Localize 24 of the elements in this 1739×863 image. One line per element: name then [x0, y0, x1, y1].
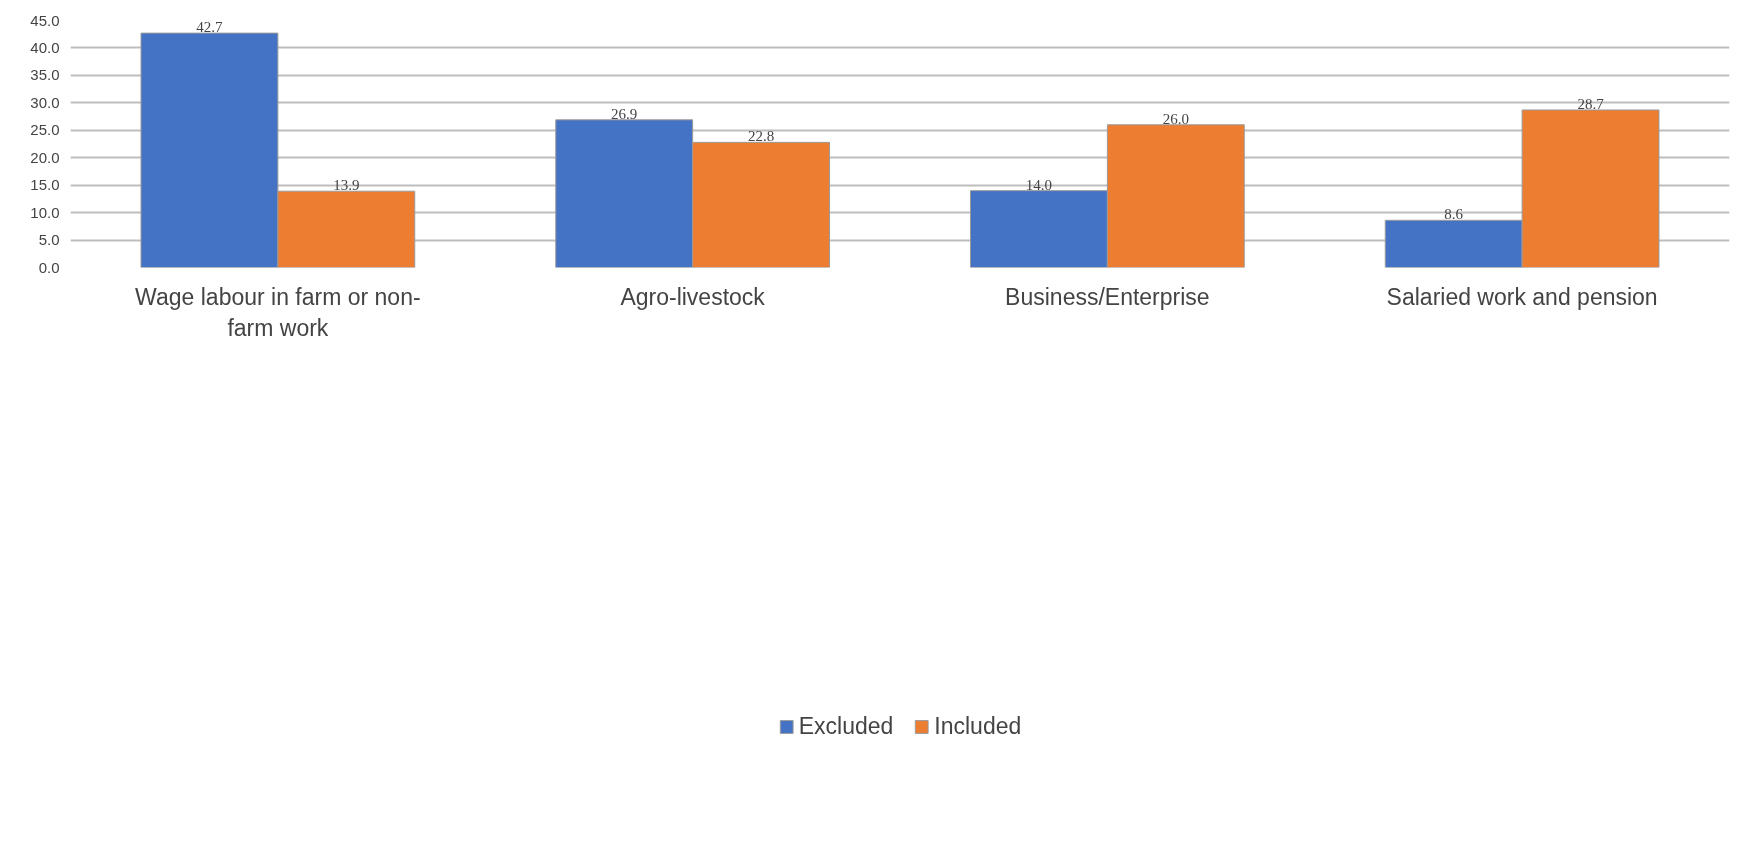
y-tick-label: 45.0: [30, 11, 60, 29]
y-tick-label: 10.0: [30, 203, 60, 221]
y-tick-label: 20.0: [30, 148, 60, 166]
y-tick-label: 35.0: [30, 66, 60, 84]
y-tick-label: 5.0: [38, 231, 60, 249]
data-label: 42.7: [196, 19, 224, 36]
y-tick-label: 40.0: [30, 38, 60, 56]
data-label: 26.9: [611, 105, 638, 122]
legend-label: Excluded: [798, 712, 894, 740]
data-label: 28.7: [1577, 95, 1605, 112]
data-label: 8.6: [1444, 206, 1464, 223]
data-label: 22.8: [747, 128, 775, 145]
y-tick-label: 25.0: [30, 121, 60, 139]
y-tick-label: 0.0: [38, 258, 60, 276]
data-label: 13.9: [333, 177, 360, 194]
y-tick-label: 30.0: [30, 93, 60, 111]
y-tick-label: 15.0: [30, 176, 60, 194]
x-tick-label: Salaried work and pension: [1386, 283, 1658, 310]
x-tick-label: Agro-livestock: [620, 283, 766, 310]
data-label: 26.0: [1162, 110, 1189, 127]
data-label: 14.0: [1025, 176, 1053, 193]
x-tick-label: Wage labour in farm or non-farm work: [135, 283, 421, 341]
legend-label: Included: [934, 712, 1022, 740]
x-tick-label: Business/Enterprise: [1005, 283, 1210, 310]
